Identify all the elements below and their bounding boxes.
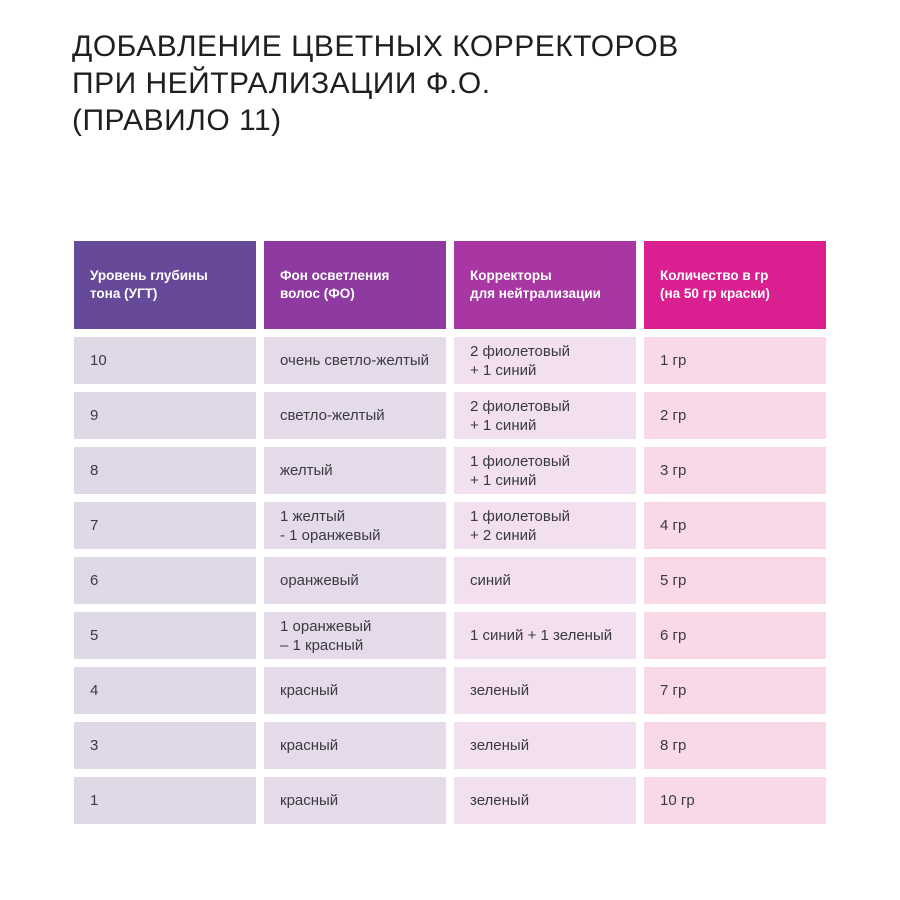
table-cell: 5 гр — [644, 557, 826, 604]
table-cell: 2 гр — [644, 392, 826, 439]
table-cell: 1 гр — [644, 337, 826, 384]
table-cell: зеленый — [454, 722, 636, 769]
table-cell: 1 синий + 1 зеленый — [454, 612, 636, 659]
table-cell: 3 — [74, 722, 256, 769]
table-cell: 8 — [74, 447, 256, 494]
table-cell: 1 оранжевый – 1 красный — [264, 612, 446, 659]
table-cell: 6 — [74, 557, 256, 604]
table-cell: синий — [454, 557, 636, 604]
header-cell-amount-grams: Количество в гр (на 50 гр краски) — [644, 241, 826, 329]
page-title: ДОБАВЛЕНИЕ ЦВЕТНЫХ КОРРЕКТОРОВ ПРИ НЕЙТР… — [72, 28, 679, 139]
header-cell-lightening-background: Фон осветления волос (ФО) — [264, 241, 446, 329]
table-cell: 1 — [74, 777, 256, 824]
page-title-line-3: (ПРАВИЛО 11) — [72, 104, 282, 137]
table-cell: 10 — [74, 337, 256, 384]
table-cell: 3 гр — [644, 447, 826, 494]
table-cell: желтый — [264, 447, 446, 494]
table-cell: 8 гр — [644, 722, 826, 769]
table-cell: красный — [264, 777, 446, 824]
table-cell: 10 гр — [644, 777, 826, 824]
table-cell: светло-желтый — [264, 392, 446, 439]
table-cell: 7 — [74, 502, 256, 549]
page-title-line-2: ПРИ НЕЙТРАЛИЗАЦИИ Ф.О. — [72, 67, 491, 100]
table-cell: зеленый — [454, 777, 636, 824]
header-cell-correctors: Корректоры для нейтрализации — [454, 241, 636, 329]
table-cell: красный — [264, 667, 446, 714]
table-cell: 1 желтый - 1 оранжевый — [264, 502, 446, 549]
table-cell: 1 фиолетовый + 2 синий — [454, 502, 636, 549]
header-cell-tone-depth-level: Уровень глубины тона (УГТ) — [74, 241, 256, 329]
table-cell: 9 — [74, 392, 256, 439]
table-cell: 2 фиолетовый + 1 синий — [454, 337, 636, 384]
table-cell: 6 гр — [644, 612, 826, 659]
table-cell: очень светло-желтый — [264, 337, 446, 384]
table-cell: 2 фиолетовый + 1 синий — [454, 392, 636, 439]
table-cell: 4 гр — [644, 502, 826, 549]
page-title-line-1: ДОБАВЛЕНИЕ ЦВЕТНЫХ КОРРЕКТОРОВ — [72, 30, 679, 63]
table-cell: 1 фиолетовый + 1 синий — [454, 447, 636, 494]
table-cell: красный — [264, 722, 446, 769]
table-cell: 7 гр — [644, 667, 826, 714]
table-cell: 4 — [74, 667, 256, 714]
table-cell: 5 — [74, 612, 256, 659]
table-cell: оранжевый — [264, 557, 446, 604]
correctors-table: Уровень глубины тона (УГТ) Фон осветлени… — [74, 241, 826, 824]
table-cell: зеленый — [454, 667, 636, 714]
